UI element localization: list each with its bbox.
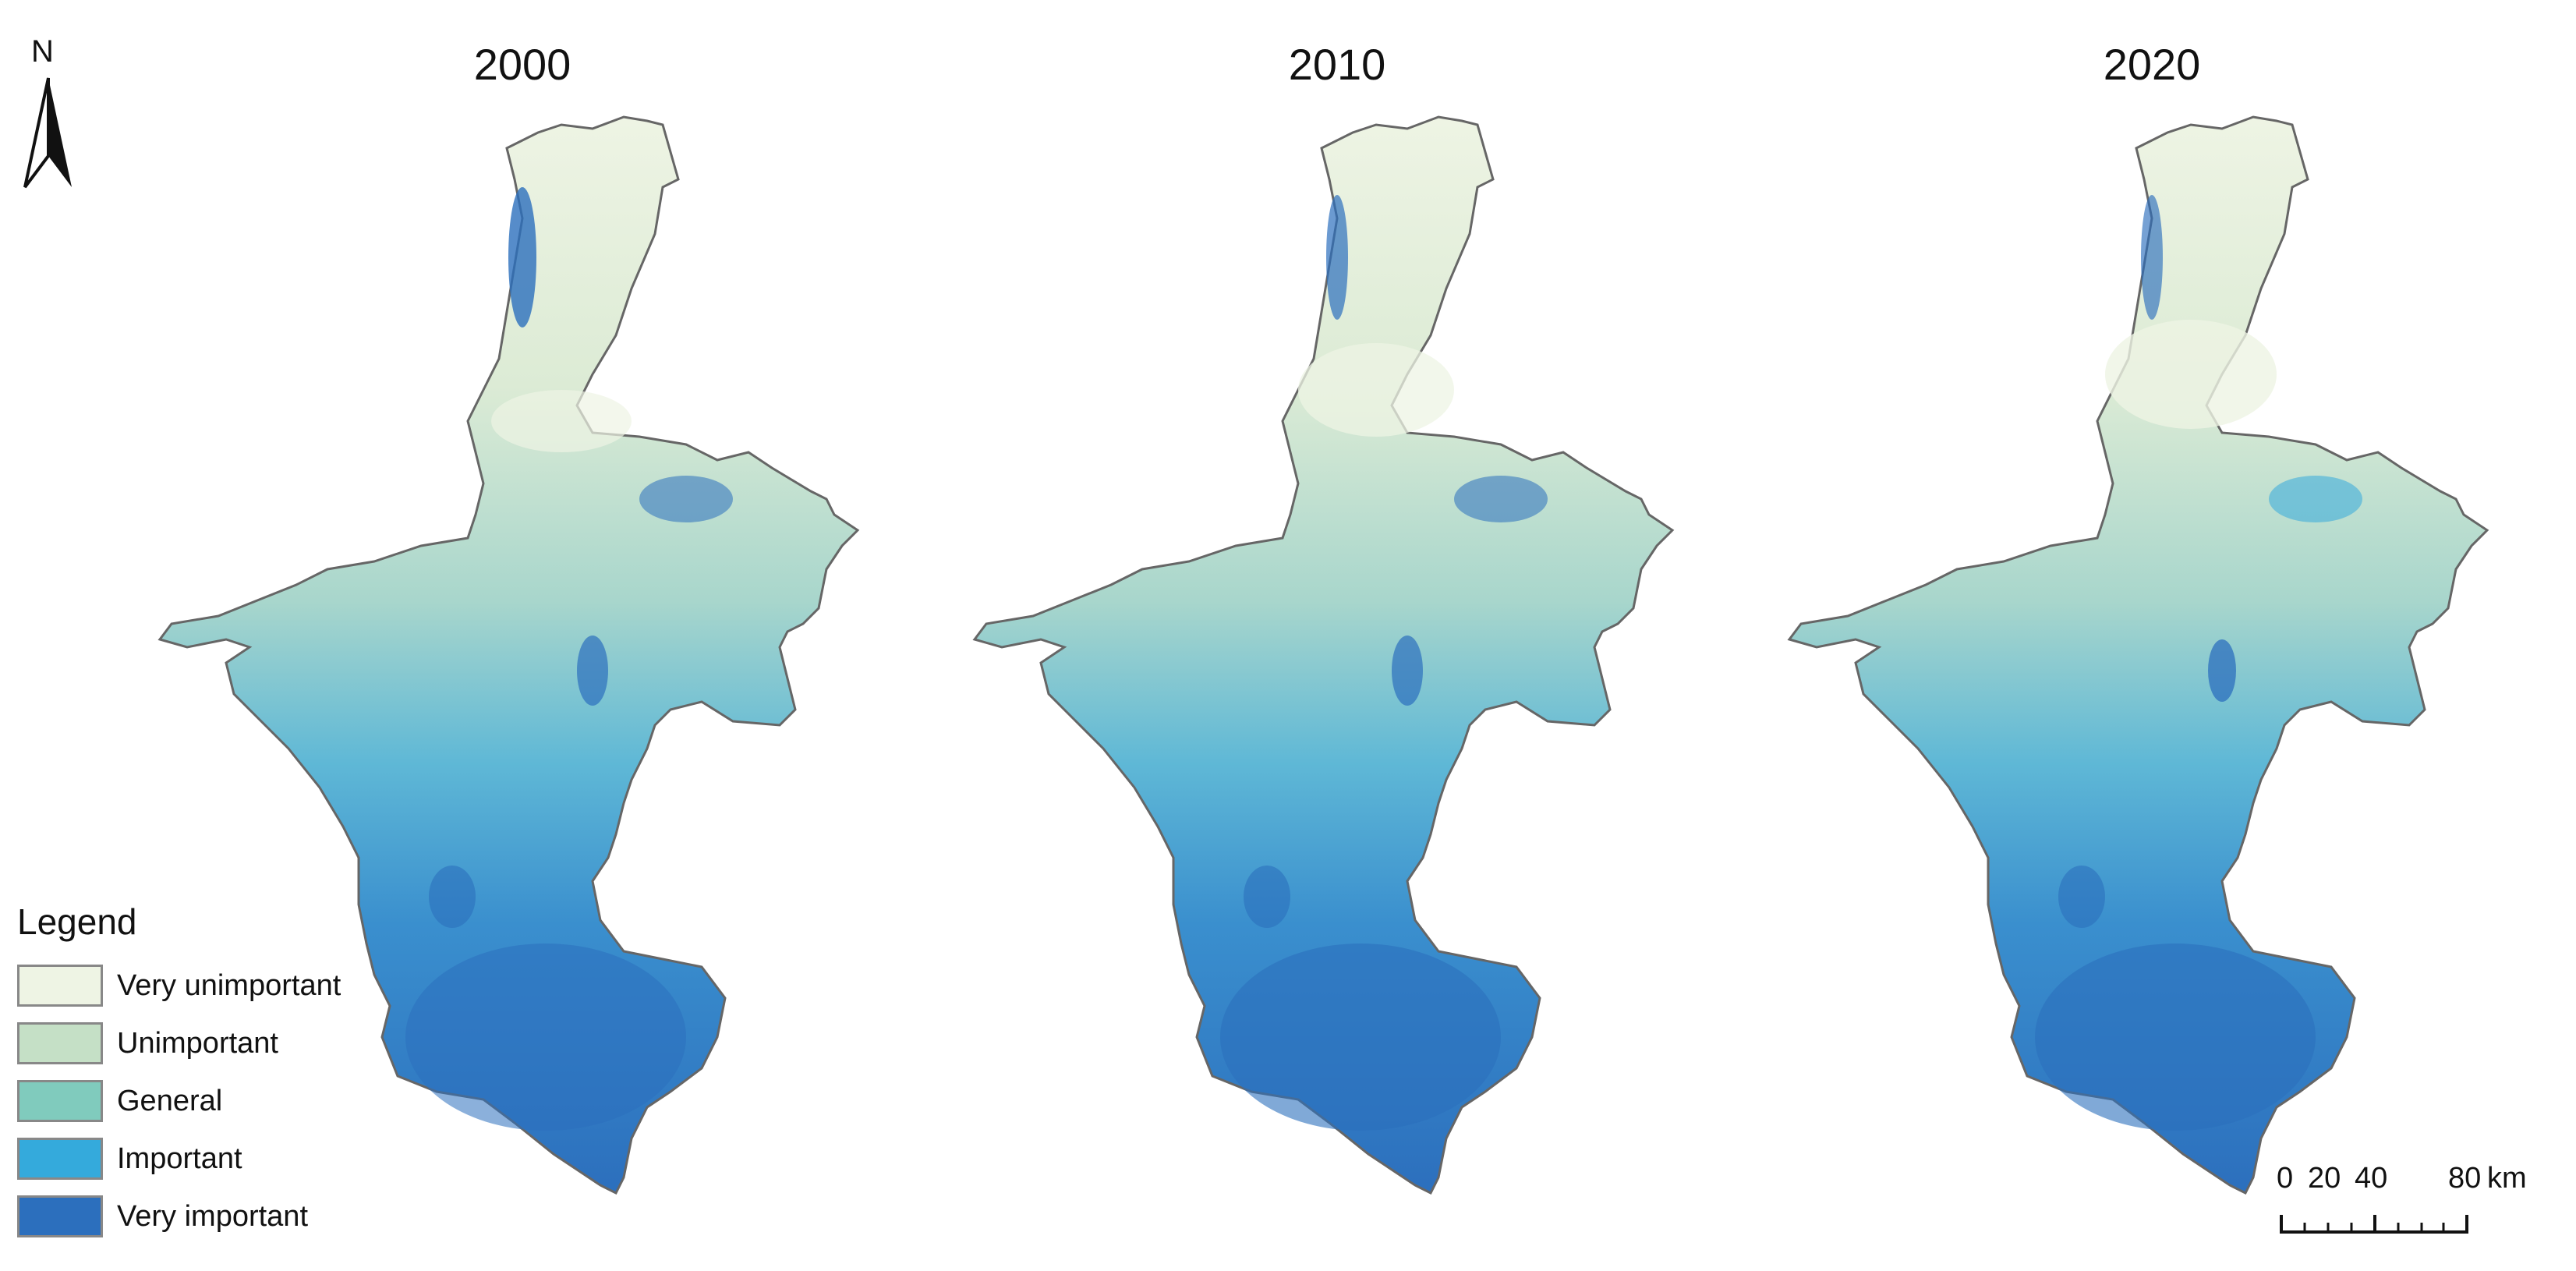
- legend-item-unimportant: Unimportant: [17, 1014, 341, 1072]
- legend-label: Very unimportant: [117, 968, 341, 1002]
- map-panel-2010: [973, 115, 1674, 1195]
- north-arrow-label: N: [31, 34, 54, 69]
- north-arrow-icon: [23, 77, 72, 189]
- legend-item-very-important: Very important: [17, 1188, 341, 1245]
- scale-bar-graphic: [2280, 1215, 2468, 1234]
- panel-title-2020: 2020: [2103, 40, 2201, 89]
- legend-swatch: [17, 1022, 103, 1064]
- legend-swatch: [17, 1138, 103, 1180]
- legend-item-important: Important: [17, 1130, 341, 1188]
- panel-title-2010: 2010: [1288, 40, 1386, 89]
- legend-label: General: [117, 1084, 223, 1117]
- legend-title: Legend: [17, 901, 137, 942]
- scale-bar: 0 20 40 80 km: [2277, 1162, 2527, 1248]
- legend-swatch: [17, 1080, 103, 1122]
- map-panel-2000: [158, 115, 859, 1195]
- panel-title-2000: 2000: [473, 40, 571, 89]
- legend-label: Very important: [117, 1199, 308, 1233]
- legend-label: Unimportant: [117, 1026, 278, 1060]
- legend-label: Important: [117, 1142, 242, 1175]
- legend-swatch: [17, 1195, 103, 1237]
- map-panel-2020: [1788, 115, 2489, 1195]
- legend-item-general: General: [17, 1072, 341, 1130]
- scale-tick-80: 80: [2448, 1162, 2482, 1195]
- legend: Legend Very unimportant Unimportant Gene…: [17, 901, 341, 1245]
- scale-unit: km: [2487, 1162, 2527, 1195]
- scale-tick-20: 20: [2308, 1162, 2341, 1195]
- scale-tick-0: 0: [2277, 1162, 2294, 1195]
- legend-item-very-unimportant: Very unimportant: [17, 957, 341, 1014]
- scale-tick-40: 40: [2355, 1162, 2388, 1195]
- legend-swatch: [17, 965, 103, 1007]
